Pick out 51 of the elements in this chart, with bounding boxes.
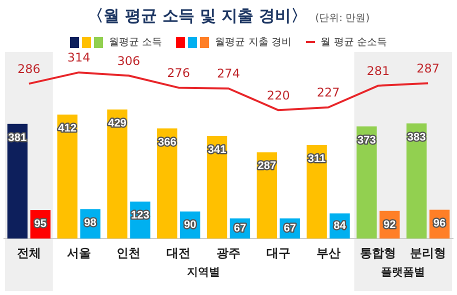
data-label: 314 (67, 50, 90, 65)
data-label: 412 (58, 122, 77, 135)
data-label: 287 (416, 61, 440, 76)
bar (356, 126, 377, 239)
chart-subtitle: (단위: 만원) (315, 12, 370, 25)
data-label: 227 (316, 85, 340, 100)
x-tick-label: 광주 (216, 246, 240, 260)
data-label: 123 (131, 210, 150, 222)
bar (107, 109, 128, 239)
data-label: 276 (167, 66, 190, 80)
data-label: 306 (117, 54, 140, 68)
data-label: 366 (158, 136, 176, 148)
data-label: 90 (184, 219, 196, 232)
data-label: 383 (407, 131, 426, 144)
x-tick-label: 인천 (116, 246, 141, 260)
legend-label: 월 평균 순소득 (320, 36, 387, 49)
data-label: 287 (258, 160, 276, 172)
data-label: 381 (8, 132, 27, 144)
bar (206, 136, 228, 239)
bar (7, 124, 28, 239)
data-label: 95 (34, 218, 47, 230)
x-tick-label: 통합형 (360, 246, 396, 260)
data-label: 373 (358, 134, 376, 146)
x-tick-label: 대전 (166, 246, 191, 260)
x-tick-label: 대구 (266, 246, 290, 260)
bar (57, 114, 78, 239)
x-tick-label: 부산 (316, 246, 340, 260)
x-tick-label: 서울 (66, 246, 91, 260)
data-label: 92 (384, 218, 396, 231)
data-label: 429 (108, 118, 126, 130)
data-label: 67 (284, 222, 296, 235)
data-label: 341 (208, 144, 226, 156)
data-label: 98 (84, 217, 96, 230)
data-label: 67 (234, 222, 246, 235)
data-label: 286 (17, 62, 40, 76)
x-tick-label: 전체 (16, 246, 41, 260)
legend-label: 월평균 소득 (109, 36, 162, 49)
data-label: 311 (308, 153, 326, 166)
text: 플랫폼별 (381, 265, 426, 278)
chart-title: 〈월 평균 소득 및 지출 경비〉 (87, 6, 308, 27)
data-label: 281 (366, 64, 390, 78)
data-label: 220 (266, 88, 290, 102)
bar (157, 128, 178, 239)
data-label: 274 (217, 66, 240, 81)
data-label: 84 (334, 220, 347, 232)
legend-label: 월평균 지출 경비 (215, 36, 292, 49)
x-tick-label: 분리형 (410, 246, 446, 260)
data-label: 96 (433, 218, 446, 230)
bar (406, 123, 427, 239)
bar (306, 144, 327, 239)
text: 지역별 (186, 265, 220, 278)
